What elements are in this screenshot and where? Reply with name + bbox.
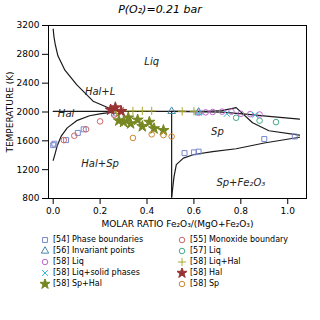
html-text:[56] Invariant points: [56] Invariant points [53, 246, 135, 255]
svg-text:Sp: Sp [211, 126, 224, 137]
html-text:P(O₂)=0.21 bar: P(O₂)=0.21 bar [118, 3, 202, 16]
svg-text:0.2: 0.2 [93, 206, 107, 216]
svg-text:1200: 1200 [17, 165, 40, 175]
html-text:[58] Sp+Hal: [58] Sp+Hal [53, 279, 102, 288]
svg-text:MOLAR RATIO Fe₂O₃/(MgO+Fe₂O₃): MOLAR RATIO Fe₂O₃/(MgO+Fe₂O₃) [102, 219, 254, 229]
svg-text:Hal+L: Hal+L [85, 86, 115, 97]
svg-text:0.4: 0.4 [140, 206, 155, 216]
svg-text:2000: 2000 [17, 107, 40, 117]
html-text:[54] Phase boundaries: [54] Phase boundaries [53, 235, 144, 244]
svg-text:0.0: 0.0 [46, 206, 61, 216]
html-text:[58] Sp: [58] Sp [190, 279, 220, 288]
svg-text:1.0: 1.0 [281, 206, 296, 216]
svg-text:Hal+Sp: Hal+Sp [81, 158, 119, 169]
html-text:[58] Liq+Hal: [58] Liq+Hal [190, 257, 241, 266]
svg-text:2400: 2400 [17, 78, 40, 88]
svg-text:0.8: 0.8 [234, 206, 249, 216]
svg-text:Sp+Fe₂O₃: Sp+Fe₂O₃ [216, 177, 265, 188]
svg-text:800: 800 [22, 193, 39, 203]
svg-text:0.6: 0.6 [187, 206, 202, 216]
svg-text:3200: 3200 [17, 20, 40, 30]
html-text:[58] Liq: [58] Liq [53, 257, 84, 266]
svg-text:Liq: Liq [144, 56, 159, 67]
html-text:[58] Liq+solid phases: [58] Liq+solid phases [53, 268, 140, 277]
svg-text:TEMPERATURE (K): TEMPERATURE (K) [5, 71, 15, 153]
html-text:[55] Monoxide boundary: [55] Monoxide boundary [190, 235, 289, 244]
svg-text:2800: 2800 [17, 49, 40, 59]
svg-text:Hal: Hal [58, 108, 75, 119]
html-text:[58] Hal: [58] Hal [190, 268, 223, 277]
svg-text:1600: 1600 [17, 136, 40, 146]
html-text:[57] Liq: [57] Liq [190, 246, 221, 255]
